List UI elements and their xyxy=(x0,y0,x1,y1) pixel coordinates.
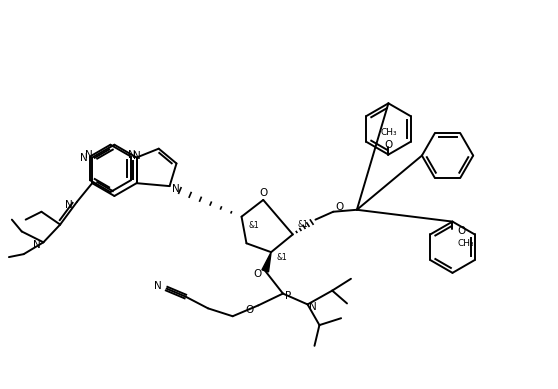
Text: N: N xyxy=(65,200,73,210)
Text: O: O xyxy=(458,226,466,237)
Text: &1: &1 xyxy=(248,221,259,230)
Text: CH₃: CH₃ xyxy=(380,128,397,137)
Text: N: N xyxy=(79,152,87,163)
Text: N: N xyxy=(154,281,162,291)
Text: N: N xyxy=(128,150,136,159)
Text: N: N xyxy=(85,150,93,159)
Text: N: N xyxy=(309,302,316,312)
Text: &1: &1 xyxy=(298,220,309,229)
Text: &1: &1 xyxy=(276,252,287,261)
Text: CH₃: CH₃ xyxy=(458,239,474,248)
Text: O: O xyxy=(245,305,253,315)
Text: N: N xyxy=(133,151,141,161)
Text: O: O xyxy=(335,202,343,212)
Text: P: P xyxy=(285,291,291,301)
Text: N: N xyxy=(171,184,179,194)
Text: N: N xyxy=(33,240,41,250)
Polygon shape xyxy=(262,252,271,272)
Text: O: O xyxy=(259,188,267,198)
Text: O: O xyxy=(384,140,392,150)
Text: O: O xyxy=(253,269,262,279)
